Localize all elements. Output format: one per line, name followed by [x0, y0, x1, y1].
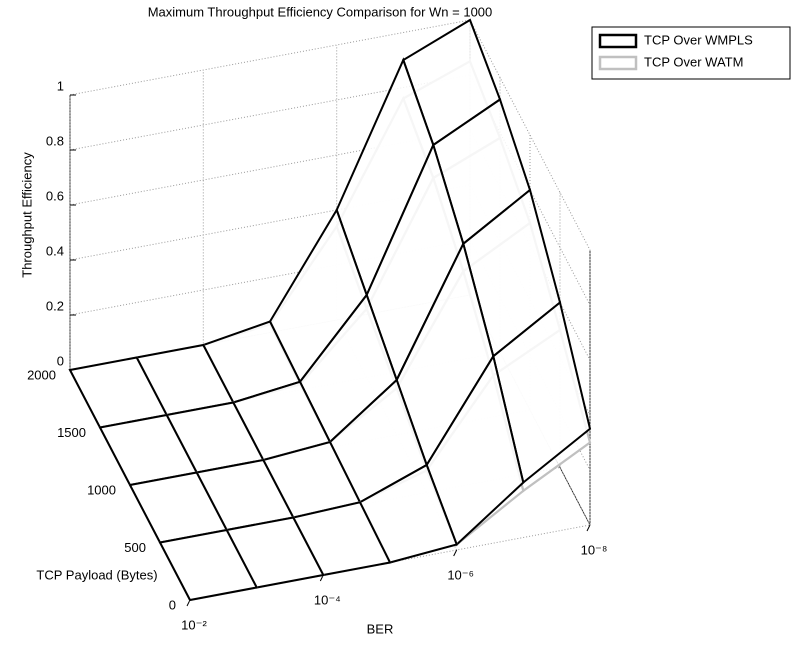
z-tick-label: 0.6: [46, 188, 64, 203]
y-tick-label: 1500: [57, 425, 86, 440]
surface-cell: [158, 528, 259, 602]
y-tick-label: 0: [169, 597, 176, 612]
legend-label: TCP Over WMPLS: [644, 32, 753, 47]
z-axis-label: Throughput Efficiency: [19, 152, 34, 278]
x-tick: [586, 524, 591, 532]
z-tick-label: 0.2: [46, 298, 64, 313]
z-tick-label: 0.4: [46, 243, 64, 258]
z-tick-label: 0: [57, 353, 64, 368]
legend-swatch: [598, 33, 638, 49]
z-tick-label: 1: [57, 78, 64, 93]
z-tick-label: 0.8: [46, 133, 64, 148]
legend-label: TCP Over WATM: [644, 54, 743, 69]
x-tick-label: 10⁻²: [181, 617, 207, 632]
x-tick-label: 10⁻⁴: [314, 592, 341, 607]
x-axis-label: BER: [367, 621, 394, 636]
y-tick-label: 1000: [87, 482, 116, 497]
chart-title: Maximum Throughput Efficiency Comparison…: [148, 4, 493, 19]
x-tick: [453, 549, 458, 557]
x-tick-label: 10⁻⁸: [581, 542, 608, 557]
x-tick-label: 10⁻⁶: [447, 567, 474, 582]
y-tick-label: 500: [124, 540, 146, 555]
y-axis-label: TCP Payload (Bytes): [36, 567, 157, 582]
legend-swatch: [598, 55, 638, 71]
y-tick-label: 2000: [27, 367, 56, 382]
grid-line: [69, 74, 591, 306]
